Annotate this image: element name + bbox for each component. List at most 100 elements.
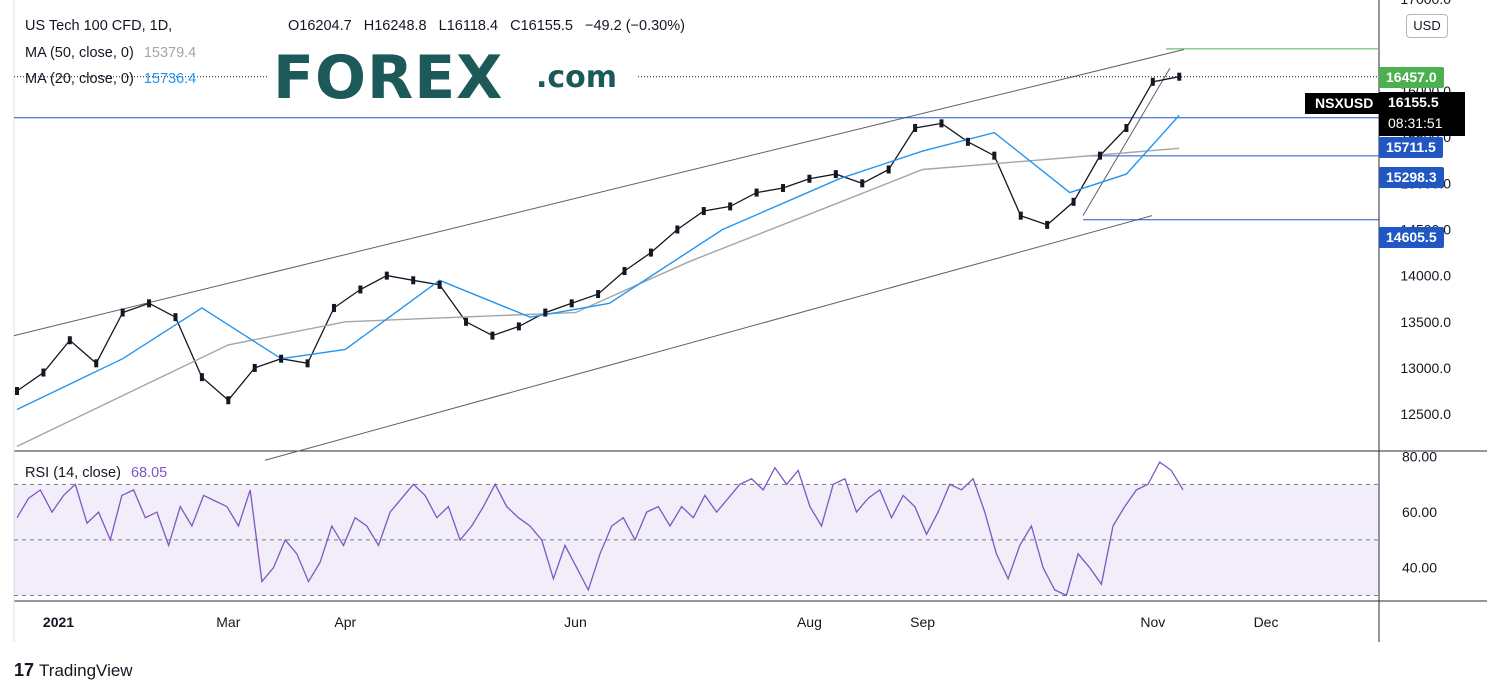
close-point	[279, 354, 284, 363]
ma50-line	[16, 147, 1180, 448]
y-tick-label: 12500.0	[1400, 406, 1451, 422]
close-point	[754, 188, 759, 197]
close-point	[516, 322, 521, 331]
close-point	[67, 336, 72, 345]
change-value: −49.2 (−0.30%)	[585, 18, 685, 34]
x-tick-label: Nov	[1140, 614, 1165, 630]
ma20-legend[interactable]: MA (20, close, 0) 15736.4	[25, 71, 196, 87]
tradingview-mark-icon: 17	[14, 660, 35, 680]
open-value: O16204.7	[288, 18, 352, 34]
level-tag-2: 15298.3	[1379, 167, 1444, 188]
x-tick-label: Jun	[564, 614, 587, 630]
close-point	[807, 174, 812, 183]
resistance-price-tag: 16457.0	[1379, 67, 1444, 88]
close-point	[675, 225, 680, 234]
close-point	[1150, 77, 1155, 86]
close-point	[886, 165, 891, 174]
x-tick-label: Apr	[334, 614, 356, 630]
symbol-tag: NSXUSD	[1305, 93, 1384, 114]
low-value: L16118.4	[438, 18, 499, 34]
close-point	[226, 396, 231, 405]
rsi-tick-label: 40.00	[1402, 560, 1437, 576]
rsi-line	[16, 461, 1184, 597]
close-point	[464, 317, 469, 326]
close-point	[596, 290, 601, 299]
close-point	[94, 359, 99, 368]
close-point	[120, 308, 125, 317]
close-point	[939, 119, 944, 128]
bar-countdown: 08:31:51	[1388, 115, 1443, 131]
ma20-line	[16, 114, 1180, 411]
close-point	[833, 170, 838, 179]
trendline-short	[1082, 67, 1171, 216]
rsi-legend[interactable]: RSI (14, close) 68.05	[25, 465, 167, 481]
rsi-tick-label: 80.00	[1402, 449, 1437, 465]
last-price-value: 16155.5	[1388, 94, 1439, 110]
x-tick-label: 2021	[43, 614, 74, 630]
level-tag-3: 14605.5	[1379, 227, 1444, 248]
close-point	[1124, 123, 1129, 132]
last-price-tag: 16155.5 08:31:51	[1379, 92, 1465, 136]
close-point	[965, 137, 970, 146]
close-point	[543, 308, 548, 317]
close-point	[569, 299, 574, 308]
close-point	[384, 271, 389, 280]
high-value: H16248.8	[363, 18, 427, 34]
close-point	[252, 363, 257, 372]
price-pane[interactable]	[13, 48, 1379, 461]
close-point	[173, 313, 178, 322]
ma20-label: MA (20, close, 0)	[25, 71, 134, 87]
close-point	[490, 331, 495, 340]
close-point	[15, 387, 19, 396]
x-tick-label: Mar	[216, 614, 240, 630]
rsi-value: 68.05	[130, 465, 168, 481]
y-tick-label: 13000.0	[1400, 360, 1451, 376]
close-point	[1018, 211, 1023, 220]
close-point	[728, 202, 733, 211]
close-point	[701, 207, 706, 216]
chart-title: US Tech 100 CFD, 1D,	[25, 18, 172, 34]
rsi-tick-label: 60.00	[1402, 504, 1437, 520]
close-point	[1097, 151, 1102, 160]
tradingview-brand: TradingView	[39, 661, 133, 680]
close-point	[199, 373, 204, 382]
rsi-pane[interactable]	[14, 461, 1379, 597]
close-point	[992, 151, 997, 160]
x-tick-label: Aug	[797, 614, 822, 630]
forex-logo: FOREX .com	[268, 42, 636, 114]
currency-button[interactable]: USD	[1406, 14, 1448, 38]
close-point	[41, 368, 46, 377]
channel-upper-line	[13, 49, 1185, 337]
close-point	[913, 123, 918, 132]
ma50-label: MA (50, close, 0)	[25, 45, 134, 61]
close-point	[860, 179, 865, 188]
close-point	[1177, 72, 1182, 81]
close-point	[147, 299, 152, 308]
close-point	[1071, 197, 1076, 206]
ma50-legend[interactable]: MA (50, close, 0) 15379.4	[25, 45, 196, 61]
symbol-title: US Tech 100 CFD, 1D,	[25, 18, 173, 34]
ohlc-readout: O16204.7 H16248.8 L16118.4 C16155.5 −49.…	[288, 18, 693, 34]
logo-main-text: FOREX	[273, 43, 504, 113]
x-tick-label: Dec	[1254, 614, 1279, 630]
close-price-line	[16, 76, 1180, 402]
channel-lower-line	[264, 215, 1153, 461]
close-point	[648, 248, 653, 257]
logo-suffix-text: .com	[536, 60, 618, 95]
rsi-label: RSI (14, close)	[25, 465, 121, 481]
y-tick-label: 14000.0	[1400, 268, 1451, 284]
close-point	[305, 359, 310, 368]
close-point	[437, 280, 442, 289]
y-tick-label: 17000.0	[1400, 0, 1451, 7]
ma20-value: 15736.4	[143, 71, 197, 87]
close-value: C16155.5	[510, 18, 573, 34]
chart-frame	[13, 0, 1487, 642]
tradingview-logo[interactable]: 17 TradingView	[14, 660, 133, 681]
y-tick-label: 13500.0	[1400, 314, 1451, 330]
close-point	[358, 285, 363, 294]
x-tick-label: Sep	[910, 614, 935, 630]
close-point	[622, 267, 627, 276]
level-tag-1: 15711.5	[1379, 137, 1443, 158]
close-point	[781, 183, 786, 192]
